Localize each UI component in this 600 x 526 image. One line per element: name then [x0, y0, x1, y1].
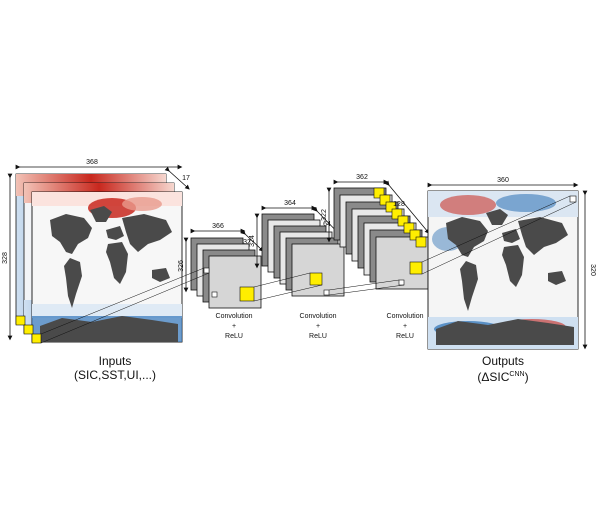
output-caption-title: Outputs — [481, 354, 525, 368]
conv3-op-line1: Convolution — [387, 313, 424, 320]
input-caption-subtitle: (SIC,SST,UI,...) — [73, 368, 156, 382]
conv2-width-label: 364 — [284, 200, 296, 207]
conv-block-3: 362 322 128 Convolution + ReLU — [321, 174, 430, 340]
conv2-yellow-kernel — [309, 272, 323, 286]
conv1-yellow-kernel — [239, 286, 255, 302]
conv3-depth-label: 128 — [393, 201, 405, 208]
conv-block-2: 364 324 64 Convolution + ReLU — [249, 200, 347, 340]
output-caption: Outputs (ΔSICCNN) — [428, 354, 578, 384]
conv2-depth-label: 64 — [323, 221, 331, 228]
connector-lines — [40, 195, 577, 344]
input-kernel-1 — [15, 315, 26, 326]
conv2-op-line2: + — [316, 323, 320, 330]
input-depth-arrow — [164, 166, 190, 190]
output-height-label: 320 — [589, 264, 596, 276]
output-caption-subtitle: (ΔSICCNN) — [428, 368, 578, 384]
input-depth-label: 17 — [182, 175, 190, 182]
conv1-depth-label: 32 — [243, 239, 251, 246]
output-caption-prefix: (ΔSIC — [477, 370, 510, 384]
conv3-op-line2: + — [403, 323, 407, 330]
conv3-op-line3: ReLU — [396, 333, 414, 340]
conv3-small-kernel — [398, 279, 405, 286]
conv3-height-label: 322 — [321, 209, 328, 221]
input-stack: 368 328 17 — [2, 159, 190, 344]
conv3-width-label: 362 — [356, 174, 368, 181]
conv1-small-kernel-1 — [203, 267, 210, 274]
input-kernel-3 — [31, 333, 42, 344]
output-width-label: 360 — [497, 177, 509, 184]
input-map-front — [31, 191, 183, 343]
conv3-depth-arrow — [384, 180, 430, 234]
input-caption: Inputs (SIC,SST,UI,...) — [40, 354, 190, 382]
output-caption-superscript: CNN — [509, 371, 525, 378]
conv2-op-line1: Convolution — [300, 313, 337, 320]
input-width-label: 368 — [86, 159, 98, 166]
conv2-layer-6 — [291, 243, 345, 297]
conv2-height-label: 324 — [249, 235, 256, 247]
conv2-small-kernel — [323, 289, 330, 296]
input-kernel-2 — [23, 324, 34, 335]
conv2-op-line3: ReLU — [309, 333, 327, 340]
conv1-small-kernel-2 — [211, 291, 218, 298]
input-caption-title: Inputs — [98, 354, 132, 368]
output-map — [427, 190, 579, 350]
conv1-op-line1: Convolution — [216, 313, 253, 320]
conv1-height-label: 326 — [178, 260, 185, 272]
conv1-op-line2: + — [232, 323, 236, 330]
input-height-label: 328 — [2, 252, 9, 264]
output-caption-suffix: ) — [524, 370, 529, 384]
conv1-width-label: 366 — [212, 223, 224, 230]
conv-block-1: 366 326 32 Convolution + ReLU — [178, 223, 264, 340]
conv1-op-line3: ReLU — [225, 333, 243, 340]
